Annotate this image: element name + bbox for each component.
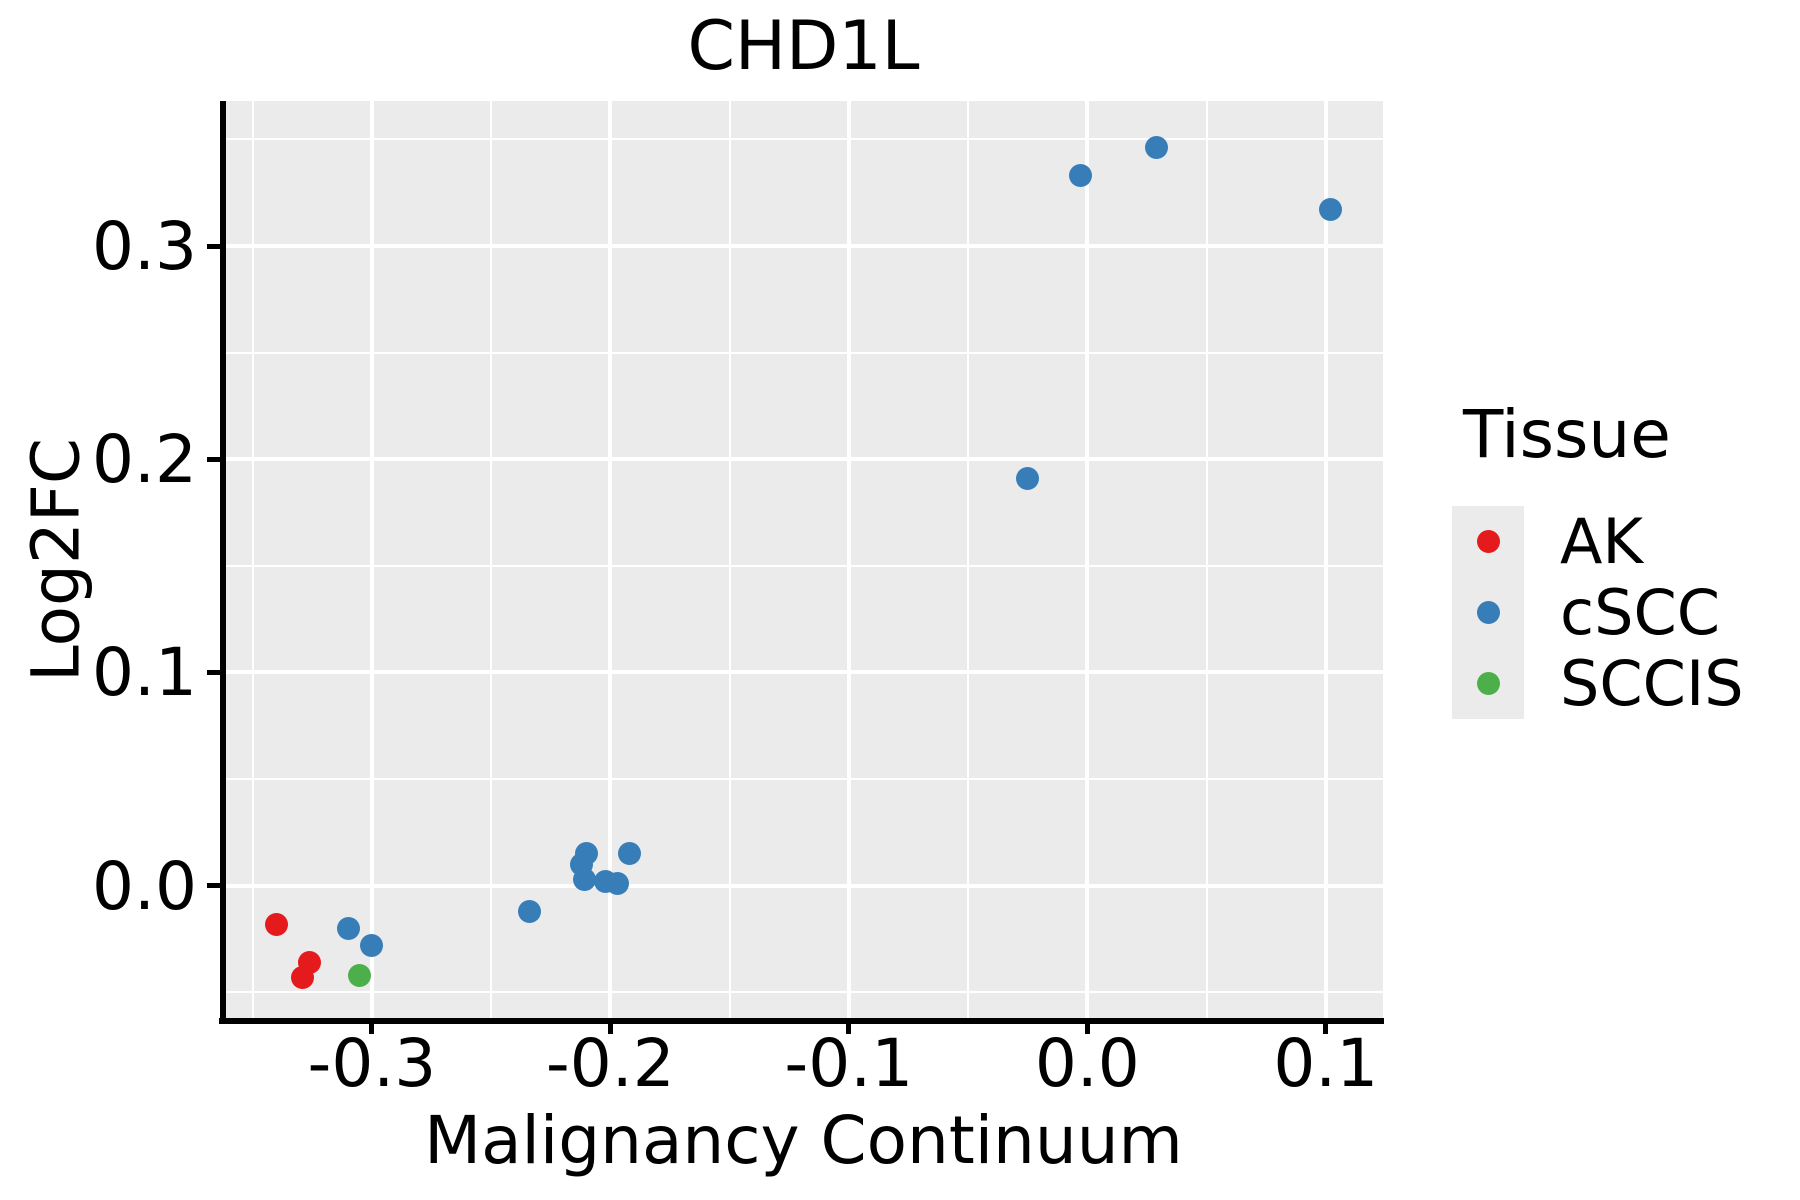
plot-title: CHD1L xyxy=(687,7,920,86)
minor-gridline-horizontal xyxy=(224,564,1383,567)
data-point-cSCC xyxy=(1016,466,1040,490)
legend-key xyxy=(1452,505,1524,577)
legend-item-AK: AK xyxy=(1452,504,1800,578)
minor-gridline-horizontal xyxy=(224,778,1383,781)
x-tick-label: 0.1 xyxy=(1273,1025,1379,1102)
legend-item-cSCC: cSCC xyxy=(1452,575,1800,649)
x-axis-title: Malignancy Continuum xyxy=(424,1102,1183,1179)
x-tick-label: -0.1 xyxy=(784,1025,914,1102)
minor-gridline-horizontal xyxy=(224,351,1383,354)
data-point-cSCC xyxy=(1144,136,1168,160)
legend-key xyxy=(1452,647,1524,719)
legend: Tissue AK cSCC SCCIS xyxy=(1452,396,1800,720)
legend-key xyxy=(1452,576,1524,648)
major-gridline-vertical xyxy=(1085,101,1090,1020)
legend-label-AK: AK xyxy=(1560,504,1644,578)
minor-gridline-vertical xyxy=(490,101,493,1020)
major-gridline-vertical xyxy=(608,101,613,1020)
y-tick xyxy=(207,669,220,675)
minor-gridline-horizontal xyxy=(224,138,1383,141)
data-point-SCCIS xyxy=(348,963,372,987)
x-tick xyxy=(1084,1024,1090,1034)
legend-item-SCCIS: SCCIS xyxy=(1452,646,1800,720)
x-tick-label: 0.0 xyxy=(1034,1025,1140,1102)
legend-dot-AK xyxy=(1476,529,1500,553)
data-point-cSCC xyxy=(517,899,541,923)
major-gridline-vertical xyxy=(1323,101,1328,1020)
legend-rows: AK cSCC SCCIS xyxy=(1452,504,1800,720)
x-tick-label: -0.2 xyxy=(545,1025,675,1102)
y-axis-line xyxy=(220,101,226,1024)
y-tick-label: 0.2 xyxy=(92,421,197,499)
data-point-AK xyxy=(265,912,288,936)
major-gridline-horizontal xyxy=(224,883,1383,888)
data-point-cSCC xyxy=(1319,198,1342,222)
minor-gridline-vertical xyxy=(1205,101,1208,1020)
y-tick xyxy=(207,456,220,462)
legend-title: Tissue xyxy=(1463,396,1671,473)
y-tick-label: 0.3 xyxy=(92,208,197,285)
data-point-cSCC xyxy=(360,933,384,957)
legend-label-SCCIS: SCCIS xyxy=(1560,646,1744,720)
y-tick-label: 0.0 xyxy=(92,847,197,925)
x-tick xyxy=(607,1024,613,1034)
y-tick-label: 0.1 xyxy=(92,634,197,712)
plot-panel xyxy=(224,101,1383,1020)
data-point-cSCC xyxy=(1068,164,1092,188)
major-gridline-vertical xyxy=(369,101,374,1020)
y-axis-title: Log2FC xyxy=(17,438,94,682)
data-point-cSCC xyxy=(606,872,629,895)
major-gridline-horizontal xyxy=(224,244,1383,248)
major-gridline-horizontal xyxy=(224,457,1383,462)
minor-gridline-vertical xyxy=(728,101,731,1020)
data-point-AK xyxy=(291,965,315,989)
major-gridline-vertical xyxy=(846,101,851,1020)
minor-gridline-vertical xyxy=(967,101,969,1020)
y-tick xyxy=(207,243,220,249)
data-point-cSCC xyxy=(575,842,598,866)
minor-gridline-horizontal xyxy=(224,991,1383,994)
x-tick xyxy=(1323,1024,1329,1034)
x-tick xyxy=(846,1024,852,1034)
legend-dot-cSCC xyxy=(1476,600,1500,624)
major-gridline-horizontal xyxy=(224,670,1383,675)
data-point-cSCC xyxy=(572,867,596,891)
data-point-cSCC xyxy=(617,842,641,866)
x-tick-label: -0.3 xyxy=(307,1025,437,1102)
y-tick xyxy=(207,883,220,889)
minor-gridline-vertical xyxy=(251,101,254,1020)
legend-label-cSCC: cSCC xyxy=(1560,575,1721,649)
data-point-cSCC xyxy=(336,916,360,940)
x-tick xyxy=(369,1024,375,1034)
x-axis-line xyxy=(219,1018,1384,1024)
legend-dot-SCCIS xyxy=(1476,671,1500,695)
